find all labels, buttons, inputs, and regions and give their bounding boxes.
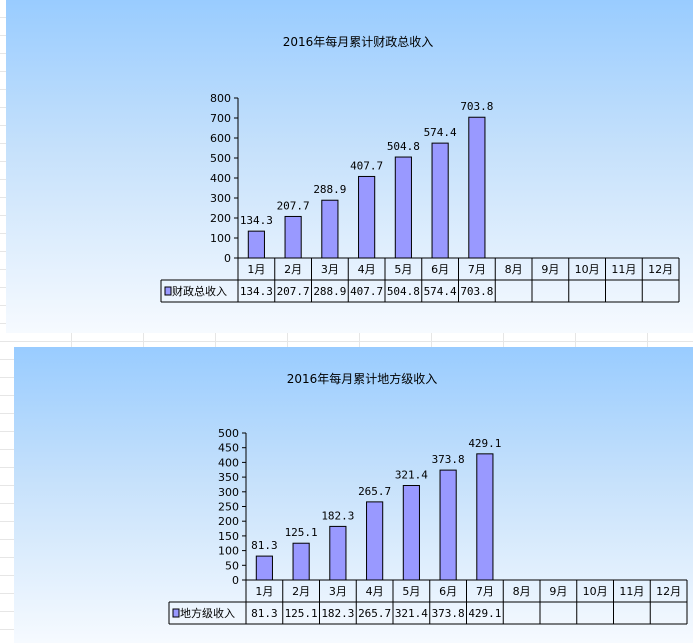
legend-key-swatch bbox=[172, 608, 180, 618]
y-tick-label: 500 bbox=[210, 152, 231, 165]
chart-title: 2016年每月累计财政总收入 bbox=[283, 34, 434, 49]
y-tick-label: 100 bbox=[210, 232, 231, 245]
x-category-label: 8月 bbox=[505, 263, 523, 276]
data-label: 703.8 bbox=[460, 100, 493, 113]
x-category-label: 11月 bbox=[611, 263, 636, 276]
y-tick-label: 350 bbox=[218, 471, 239, 484]
table-value-cell: 134.3 bbox=[240, 285, 273, 298]
chart-title: 2016年每月累计地方级收入 bbox=[287, 371, 438, 386]
x-category-label: 5月 bbox=[402, 585, 420, 598]
x-category-label: 7月 bbox=[476, 585, 494, 598]
x-category-label: 1月 bbox=[255, 585, 273, 598]
bar bbox=[358, 175, 376, 259]
chart-panel-fiscal-revenue[interactable]: 2016年每月累计财政总收入 0 100 200 300 400 500 600 700 800 1… bbox=[6, 0, 693, 333]
x-category-label: 5月 bbox=[394, 263, 412, 276]
chart-panel-local-revenue[interactable]: 2016年每月累计地方级收入 0 50 100 150 200 250 300 350 400 45… bbox=[14, 347, 693, 643]
legend-key-swatch bbox=[164, 286, 172, 296]
data-label: 265.7 bbox=[358, 485, 391, 498]
table-value-cell: 265.7 bbox=[358, 607, 391, 620]
bar bbox=[255, 555, 273, 581]
y-tick-label: 600 bbox=[210, 132, 231, 145]
x-category-label: 9月 bbox=[549, 585, 567, 598]
table-value-cell: 207.7 bbox=[277, 285, 310, 298]
bar bbox=[476, 453, 494, 581]
x-category-label: 11月 bbox=[619, 585, 644, 598]
data-label: 373.8 bbox=[432, 453, 465, 466]
y-tick-label: 500 bbox=[218, 427, 239, 440]
table-value-cell: 373.8 bbox=[432, 607, 465, 620]
table-value-cell: 429.1 bbox=[468, 607, 501, 620]
data-label: 182.3 bbox=[321, 509, 354, 522]
table-value-cell: 288.9 bbox=[313, 285, 346, 298]
data-label: 81.3 bbox=[251, 539, 278, 552]
x-category-label: 2月 bbox=[284, 263, 302, 276]
y-tick-label: 150 bbox=[218, 530, 239, 543]
table-value-cell: 407.7 bbox=[350, 285, 383, 298]
bar bbox=[439, 469, 457, 581]
y-tick-label: 300 bbox=[210, 192, 231, 205]
y-tick-label: 300 bbox=[218, 486, 239, 499]
y-tick-label: 700 bbox=[210, 112, 231, 125]
table-value-cell: 504.8 bbox=[387, 285, 420, 298]
table-value-cell: 703.8 bbox=[460, 285, 493, 298]
x-category-label: 3月 bbox=[329, 585, 347, 598]
data-label: 429.1 bbox=[468, 437, 501, 450]
bar bbox=[394, 156, 412, 259]
x-category-label: 12月 bbox=[648, 263, 673, 276]
y-tick-label: 800 bbox=[210, 92, 231, 105]
data-label: 125.1 bbox=[285, 526, 318, 539]
table-value-cell: 182.3 bbox=[321, 607, 354, 620]
table-value-cell: 81.3 bbox=[251, 607, 278, 620]
x-category-label: 4月 bbox=[358, 263, 376, 276]
x-category-label: 10月 bbox=[575, 263, 600, 276]
y-tick-label: 450 bbox=[218, 442, 239, 455]
x-category-label: 1月 bbox=[247, 263, 265, 276]
y-tick-label: 250 bbox=[218, 501, 239, 514]
chart-fiscal-revenue: 2016年每月累计财政总收入 0 100 200 300 400 500 600 700 800 1… bbox=[160, 34, 680, 303]
bar bbox=[329, 525, 347, 581]
table-value-cell: 574.4 bbox=[424, 285, 457, 298]
bar bbox=[366, 501, 384, 581]
bar bbox=[321, 199, 339, 259]
y-tick-label: 0 bbox=[232, 574, 239, 587]
x-category-label: 8月 bbox=[513, 585, 531, 598]
x-category-label: 9月 bbox=[541, 263, 559, 276]
y-tick-label: 0 bbox=[224, 252, 231, 265]
data-label: 134.3 bbox=[240, 214, 273, 227]
y-tick-label: 50 bbox=[225, 559, 239, 572]
table-value-cell: 321.4 bbox=[395, 607, 428, 620]
data-label: 288.9 bbox=[313, 183, 346, 196]
bar bbox=[292, 542, 310, 581]
x-category-label: 2月 bbox=[292, 585, 310, 598]
data-label: 504.8 bbox=[387, 140, 420, 153]
y-tick-label: 400 bbox=[218, 456, 239, 469]
legend-series-name: 地方级收入 bbox=[180, 606, 235, 620]
table-value-cell: 125.1 bbox=[285, 607, 318, 620]
legend-series-name: 财政总收入 bbox=[172, 284, 227, 298]
x-category-label: 3月 bbox=[321, 263, 339, 276]
y-tick-label: 200 bbox=[210, 212, 231, 225]
x-category-label: 7月 bbox=[468, 263, 486, 276]
data-label: 321.4 bbox=[395, 469, 428, 482]
x-category-label: 10月 bbox=[583, 585, 608, 598]
bar bbox=[468, 116, 486, 259]
data-label: 207.7 bbox=[277, 199, 310, 212]
data-label: 574.4 bbox=[424, 126, 457, 139]
data-label: 407.7 bbox=[350, 159, 383, 172]
bar bbox=[284, 215, 302, 259]
x-category-label: 12月 bbox=[656, 585, 681, 598]
x-category-label: 6月 bbox=[439, 585, 457, 598]
x-category-label: 6月 bbox=[431, 263, 449, 276]
y-tick-label: 100 bbox=[218, 545, 239, 558]
bar bbox=[402, 485, 420, 581]
y-tick-label: 400 bbox=[210, 172, 231, 185]
x-category-label: 4月 bbox=[366, 585, 384, 598]
bar bbox=[431, 142, 449, 259]
y-tick-label: 200 bbox=[218, 515, 239, 528]
bar bbox=[247, 230, 265, 259]
